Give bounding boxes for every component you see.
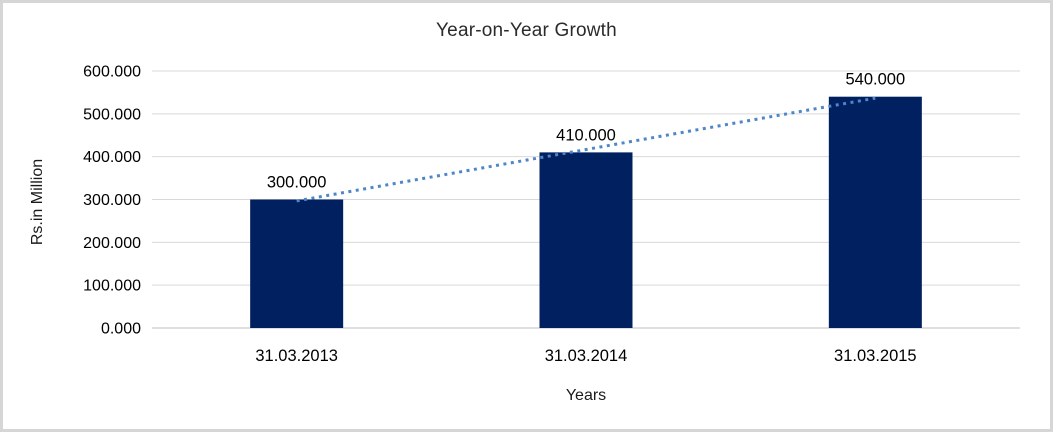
y-tick-label: 400.000 xyxy=(83,149,141,166)
y-tick-label: 100.000 xyxy=(83,278,141,295)
x-category-label: 31.03.2013 xyxy=(255,347,338,365)
y-tick-label: 500.000 xyxy=(83,106,141,123)
bar xyxy=(250,199,344,328)
x-category-label: 31.03.2014 xyxy=(545,347,628,365)
y-tick-label: 200.000 xyxy=(83,235,141,252)
plot-area: 0.000 100.000 200.000 300.000 400.000 500.000… xyxy=(83,64,1020,365)
bar-value-label: 410.000 xyxy=(556,126,616,144)
chart-title: Year-on-Year Growth xyxy=(436,20,617,41)
y-tick-label: 0.000 xyxy=(101,321,141,338)
x-axis-title: Years xyxy=(565,387,607,404)
trendline xyxy=(296,96,876,203)
x-category-label: 31.03.2015 xyxy=(834,347,917,365)
bar-value-label: 540.000 xyxy=(846,71,906,89)
y-tick-label: 600.000 xyxy=(83,64,141,81)
bar xyxy=(828,96,922,328)
bar xyxy=(539,152,633,328)
y-tick-label: 300.000 xyxy=(83,192,141,209)
bar-value-label: 300.000 xyxy=(267,174,327,192)
